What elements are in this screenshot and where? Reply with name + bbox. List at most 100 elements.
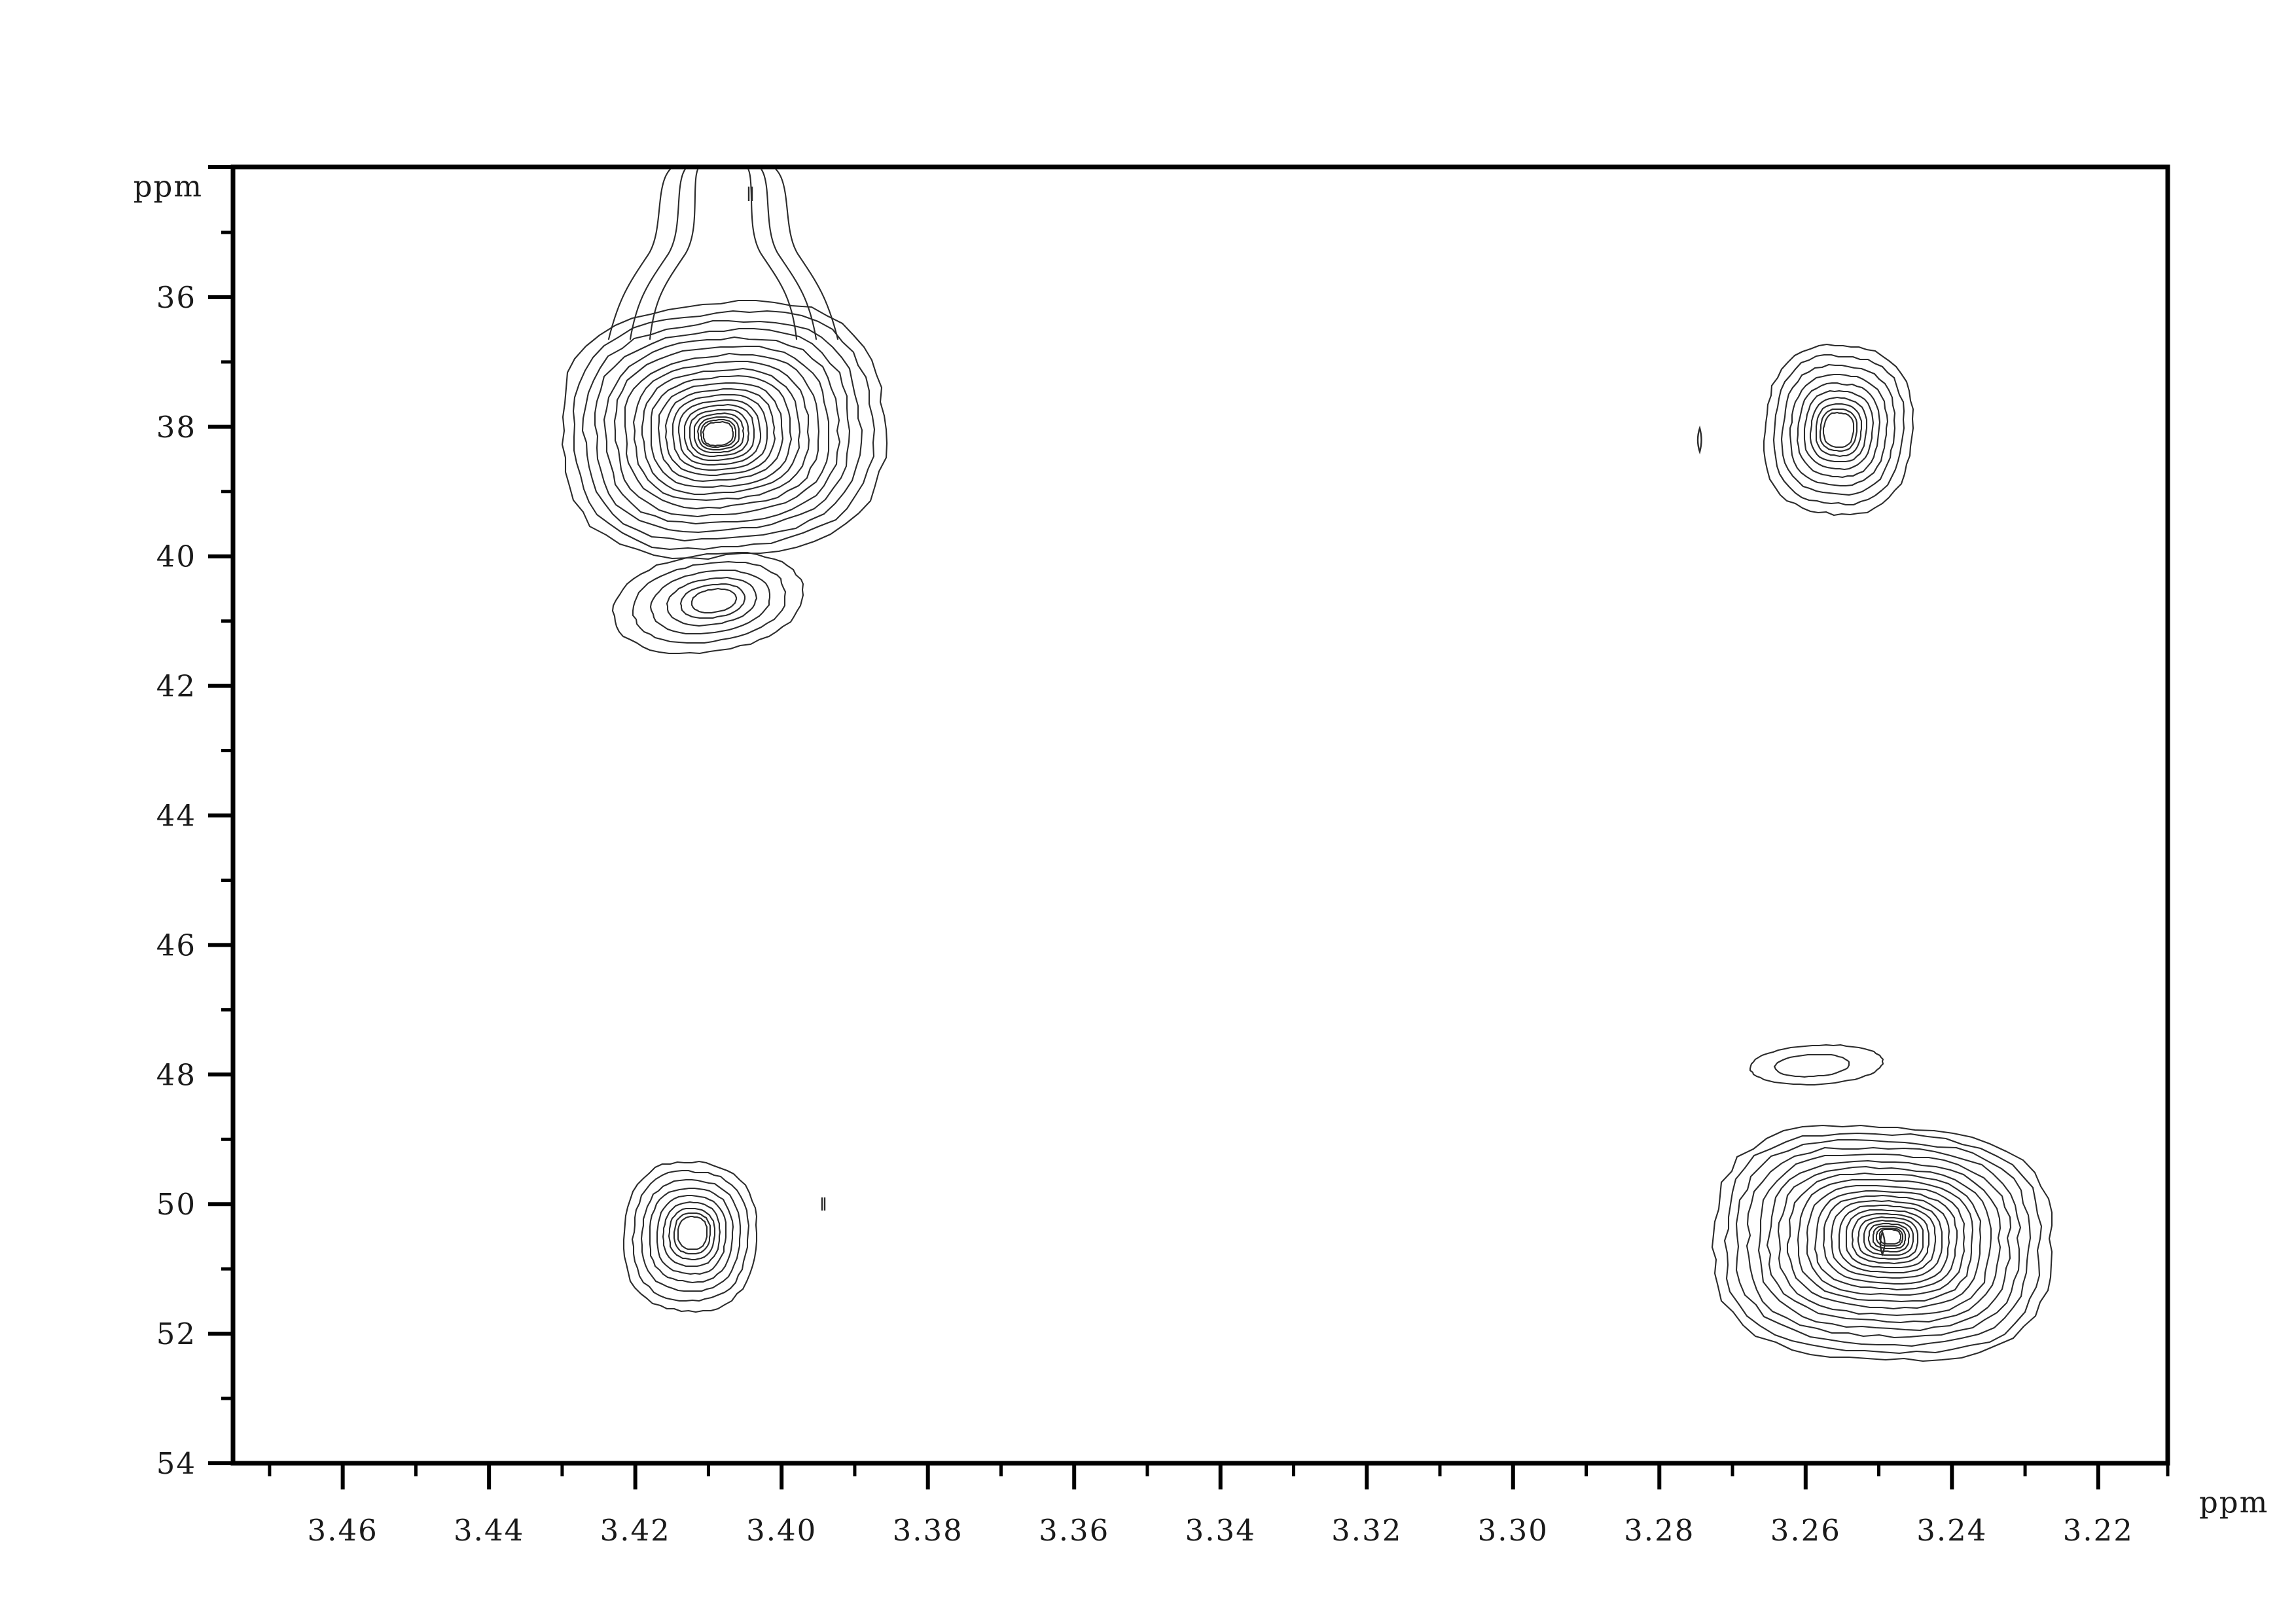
contour-line xyxy=(640,1178,742,1292)
x-tick-label: 3.30 xyxy=(1478,1513,1549,1548)
contour-line xyxy=(657,382,784,483)
contour-line xyxy=(581,319,863,542)
contour-line xyxy=(1872,1225,1907,1250)
noise-artifact-artifact-4 xyxy=(1879,1230,1886,1257)
contour-line xyxy=(613,345,830,518)
contour-line xyxy=(700,418,737,448)
contour-peak-peak-C xyxy=(622,1160,758,1313)
contour-line xyxy=(611,551,804,655)
contour-line xyxy=(691,587,738,614)
contour-line xyxy=(662,1201,721,1267)
contour-peak-peak-D-main xyxy=(1711,1124,2053,1362)
contour-line xyxy=(656,1194,727,1275)
y-tick-label: 40 xyxy=(156,539,196,574)
contour-line xyxy=(632,560,787,644)
contour-line xyxy=(673,1212,711,1255)
contour-line xyxy=(1875,1227,1904,1247)
y-tick-label: 46 xyxy=(156,928,196,962)
contour-line xyxy=(664,388,776,477)
contour-line xyxy=(1735,1139,2032,1347)
y-tick-label: 38 xyxy=(156,410,196,445)
contour-line xyxy=(1773,1053,1850,1078)
contour-line xyxy=(1777,1165,1992,1317)
contour-line xyxy=(1786,1172,1982,1310)
contour-line xyxy=(689,409,750,458)
contour-line xyxy=(1806,1184,1965,1296)
contour-line xyxy=(649,1187,734,1284)
x-tick-label: 3.44 xyxy=(454,1513,524,1548)
contour-line xyxy=(594,327,851,534)
x-tick-label: 3.36 xyxy=(1039,1513,1109,1548)
contour-line xyxy=(624,352,820,510)
contour-line xyxy=(1822,1194,1950,1285)
x-tick-label: 3.28 xyxy=(1624,1513,1695,1548)
x-tick-label: 3.34 xyxy=(1185,1513,1256,1548)
contour-line xyxy=(1772,354,1905,506)
y-tick-label: 42 xyxy=(156,669,196,704)
y-tick-label: 36 xyxy=(156,280,196,315)
contour-line xyxy=(1830,1199,1943,1279)
contour-line xyxy=(561,299,888,560)
x-tick-label: 3.40 xyxy=(746,1513,817,1548)
contour-line xyxy=(696,416,740,451)
contour-line xyxy=(1789,373,1889,487)
contour-line xyxy=(1809,396,1868,463)
x-tick-label: 3.42 xyxy=(600,1513,671,1548)
x-tick-label: 3.38 xyxy=(893,1513,963,1548)
contour-line xyxy=(1845,1209,1930,1269)
contour-peak-peak-A-satellite xyxy=(611,551,804,655)
contour-line xyxy=(693,412,745,454)
contour-line xyxy=(1822,411,1855,448)
contour-line xyxy=(702,420,734,447)
contour-line xyxy=(641,367,801,496)
contour-line xyxy=(1803,390,1874,471)
contour-line xyxy=(1797,1178,1974,1303)
contour-line xyxy=(666,576,758,627)
contour-peak-peak-A-main xyxy=(561,299,888,560)
contour-line xyxy=(1763,343,1914,517)
contour-line xyxy=(1780,363,1896,496)
contour-line xyxy=(1878,1228,1902,1245)
plot-frame xyxy=(230,164,2170,1466)
contour-line xyxy=(1796,382,1881,479)
contour-line xyxy=(1815,403,1863,458)
y-tick-label: 50 xyxy=(156,1187,196,1222)
contour-line xyxy=(632,360,810,501)
contour-line xyxy=(607,169,839,340)
contour-line xyxy=(1819,408,1858,452)
contour-line xyxy=(1746,1146,2022,1339)
contour-line xyxy=(631,1169,750,1302)
contour-line xyxy=(650,374,793,488)
contour-line xyxy=(1863,1219,1914,1256)
x-tick-label: 3.26 xyxy=(1770,1513,1841,1548)
contour-peak-peak-B xyxy=(1763,343,1914,517)
y-tick-label: 54 xyxy=(156,1446,196,1481)
contour-line xyxy=(1711,1124,2053,1362)
contour-line xyxy=(629,169,817,340)
x-tick-label: 3.46 xyxy=(308,1513,378,1548)
y-tick-label: 48 xyxy=(156,1057,196,1092)
contour-line xyxy=(1851,1213,1924,1265)
x-tick-label: 3.24 xyxy=(1916,1513,1987,1548)
contour-line xyxy=(603,336,841,525)
noise-artifact-artifact-3 xyxy=(821,1197,826,1211)
y-axis: 36 38 40 42 44 46 48 50 52 54 xyxy=(156,165,233,1481)
contour-peaks xyxy=(561,169,2053,1362)
contour-line xyxy=(672,393,768,471)
noise-artifact-artifact-2 xyxy=(1696,425,1702,455)
x-axis-unit-label: ppm xyxy=(2199,1485,2269,1520)
contour-line xyxy=(683,403,755,462)
contour-line xyxy=(572,310,876,551)
contour-clip-wrapper xyxy=(561,169,2053,1362)
contour-line xyxy=(679,583,746,619)
contour-line xyxy=(649,169,798,340)
x-tick-label: 3.32 xyxy=(1331,1513,1402,1548)
contour-line xyxy=(1749,1044,1884,1086)
y-axis-unit-label: ppm xyxy=(134,169,203,204)
contour-streak-peak-A xyxy=(607,169,839,340)
contour-line xyxy=(1723,1132,2043,1355)
y-tick-label: 52 xyxy=(156,1317,196,1351)
contour-line xyxy=(677,1215,708,1250)
